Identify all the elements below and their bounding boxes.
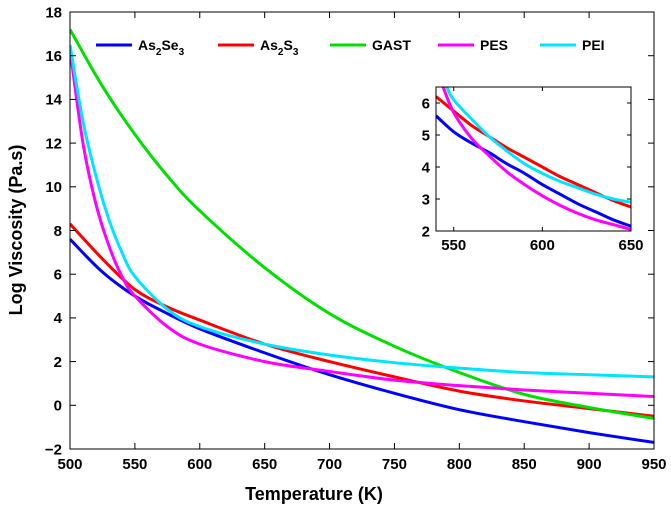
inset-x-tick-label: 650 bbox=[618, 237, 643, 254]
series-group bbox=[70, 28, 654, 444]
legend-label: GAST bbox=[372, 37, 411, 53]
y-tick-label: 18 bbox=[45, 4, 62, 21]
inset-y-tick-label: 4 bbox=[422, 159, 431, 176]
y-tick-label: −2 bbox=[45, 441, 62, 458]
x-tick-label: 950 bbox=[641, 456, 666, 473]
x-tick-label: 650 bbox=[252, 456, 277, 473]
y-tick-label: 10 bbox=[45, 179, 62, 196]
x-tick-label: 900 bbox=[577, 456, 602, 473]
inset-plot-frame bbox=[435, 86, 632, 232]
inset-plot: 550 600 650 2 3 4 5 6 bbox=[422, 86, 644, 254]
x-tick-label: 500 bbox=[57, 456, 82, 473]
y-tick-label: 16 bbox=[45, 48, 62, 65]
y-tick-label: 12 bbox=[45, 135, 62, 152]
inset-y-tick-label: 6 bbox=[422, 95, 430, 112]
x-tick-label: 850 bbox=[512, 456, 537, 473]
legend-label: As2Se3 bbox=[138, 37, 185, 58]
legend: As2Se3 As2S3 GAST PES PEI bbox=[96, 37, 605, 58]
x-tick-label: 550 bbox=[122, 456, 147, 473]
series-line-pes bbox=[70, 48, 654, 399]
inset-series-line-pes bbox=[441, 87, 631, 231]
legend-label: PES bbox=[480, 37, 508, 53]
y-tick-label: 6 bbox=[54, 266, 62, 283]
inset-y-tick-label: 2 bbox=[422, 223, 430, 240]
legend-label: PEI bbox=[582, 37, 605, 53]
inset-x-tick-label: 550 bbox=[441, 237, 466, 254]
y-tick-label: 4 bbox=[54, 310, 63, 327]
x-axis-label: Temperature (K) bbox=[245, 484, 383, 504]
x-tick-label: 750 bbox=[382, 456, 407, 473]
inset-series-group bbox=[436, 87, 631, 231]
inset-y-tick-label: 3 bbox=[422, 191, 430, 208]
y-tick-label: 14 bbox=[45, 92, 62, 109]
series-line-as2s3 bbox=[70, 222, 654, 418]
y-tick-label: 2 bbox=[54, 354, 62, 371]
legend-label: As2S3 bbox=[260, 37, 299, 58]
y-tick-label: 0 bbox=[54, 398, 62, 415]
y-axis-label: Log Viscosity (Pa.s) bbox=[6, 145, 26, 316]
x-tick-label: 700 bbox=[317, 456, 342, 473]
inset-series-line-as2se3 bbox=[436, 114, 631, 228]
inset-series-line-pei bbox=[445, 87, 631, 204]
x-tick-label: 600 bbox=[187, 456, 212, 473]
y-tick-label: 8 bbox=[54, 223, 62, 240]
inset-x-tick-label: 600 bbox=[530, 237, 555, 254]
main-plot: 500 550 600 650 700 750 800 850 900 950 −2 0 2 4 6 8 10 1… bbox=[45, 4, 667, 473]
series-line-as2se3 bbox=[70, 238, 654, 444]
series-line-pei bbox=[70, 44, 654, 379]
series-line-gast bbox=[70, 28, 654, 420]
inset-y-tick-label: 5 bbox=[422, 127, 430, 144]
x-tick-label: 800 bbox=[447, 456, 472, 473]
